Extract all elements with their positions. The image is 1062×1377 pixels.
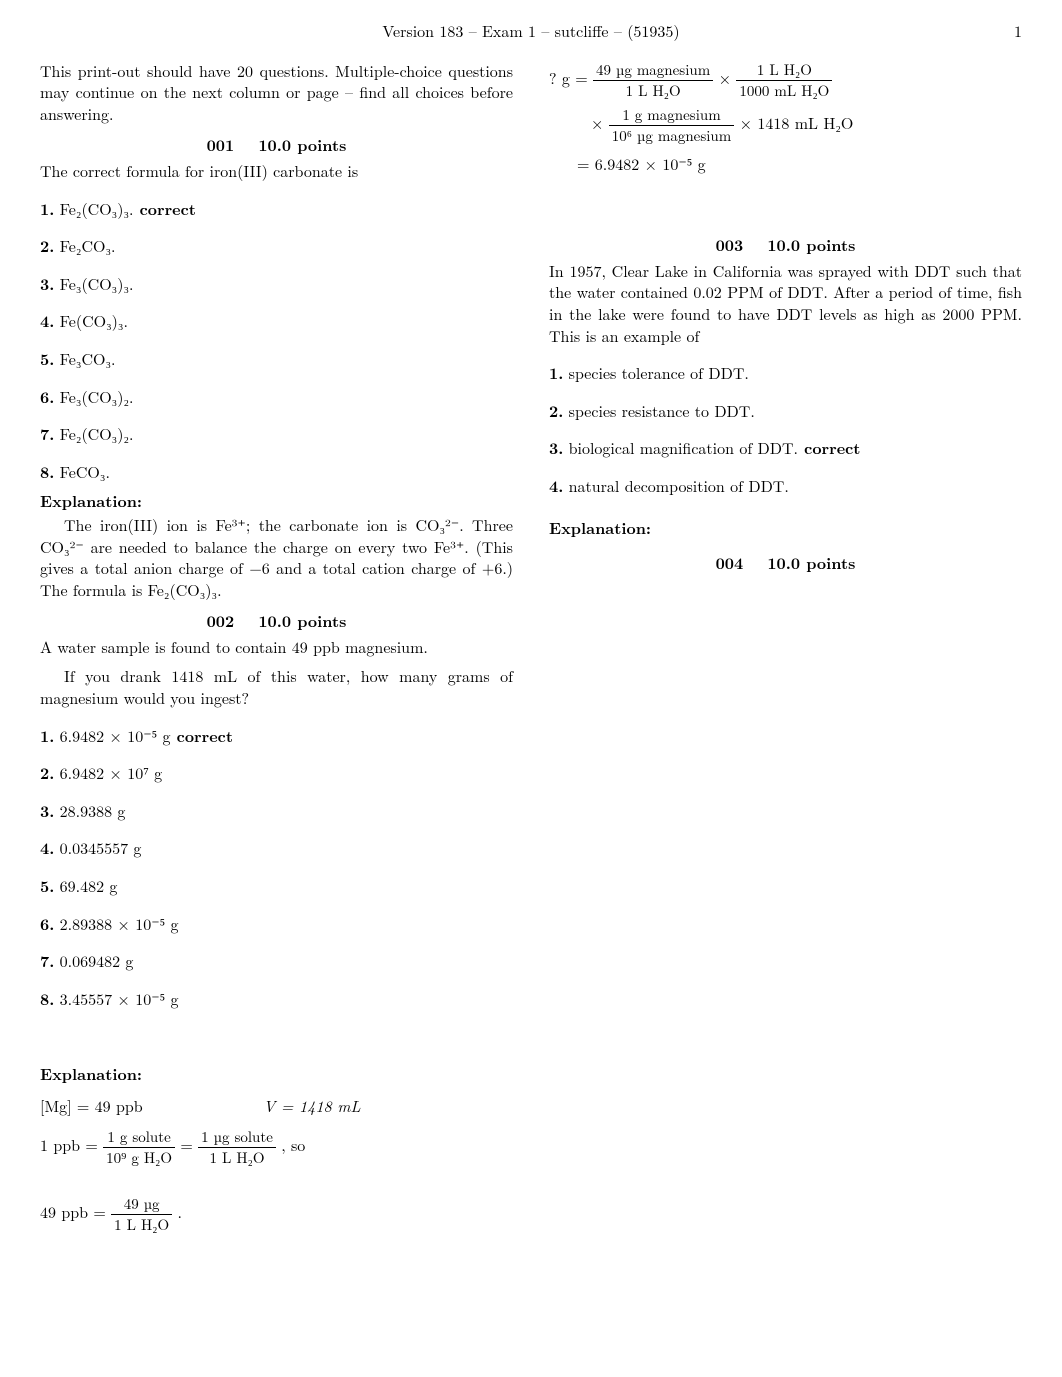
q002-choice-1: 1. 6.9482 × 10⁻⁵ g correct: [64, 725, 513, 747]
q002-choice-3: 3. 28.9388 g: [64, 800, 513, 822]
q003-choice-2: 2. species resistance to DDT.: [573, 400, 1022, 422]
q004-points: 10.0 points: [767, 551, 855, 574]
q002-choice-4: 4. 0.0345557 g: [64, 837, 513, 859]
q004-number: 004: [716, 551, 744, 574]
q002-prompt-2: If you drank 1418 mL of this water, how …: [40, 665, 513, 708]
q004-header: 004 10.0 points: [549, 552, 1022, 574]
q002-ppb-def: 1 ppb = 1 g solute10⁹ g H₂O = 1 µg solut…: [40, 1127, 513, 1169]
q001-choice-6: 6. Fe₃(CO₃)₂.: [64, 386, 513, 408]
q002-choice-2: 2. 6.9482 × 10⁷ g: [64, 762, 513, 784]
q002-choice-5: 5. 69.482 g: [64, 875, 513, 897]
q002-choice-8: 8. 3.45557 × 10⁻⁵ g: [64, 988, 513, 1010]
q001-choice-3: 3. Fe₃(CO₃)₃.: [64, 273, 513, 295]
q001-prompt: The correct formula for iron(III) carbon…: [40, 160, 513, 182]
spacer-2: [549, 184, 1022, 224]
q002-ppb-49: 49 ppb = 49 µg1 L H₂O .: [40, 1194, 513, 1236]
page-number: 1: [1014, 20, 1022, 42]
q001-explanation-body: The iron(III) ion is Fe³⁺; the carbonate…: [40, 514, 513, 600]
q002-choice-6: 6. 2.89388 × 10⁻⁵ g: [64, 913, 513, 935]
q003-number: 003: [716, 233, 744, 256]
q003-choice-4: 4. natural decomposition of DDT.: [573, 475, 1022, 497]
header-text: Version 183 – Exam 1 – sutcliffe – (5193…: [382, 19, 679, 42]
q001-choice-2: 2. Fe₂CO₃.: [64, 235, 513, 257]
q003-header: 003 10.0 points: [549, 234, 1022, 256]
q002-points: 10.0 points: [258, 609, 346, 632]
content-columns: This print-out should have 20 questions.…: [40, 60, 1022, 1320]
q002-givens: [Mg] = 49 ppb V = 1418 mL: [40, 1095, 513, 1117]
q002-header: 002 10.0 points: [40, 610, 513, 632]
spacer: [40, 1017, 513, 1057]
q002-prompt-1: A water sample is found to contain 49 pp…: [40, 636, 513, 658]
q001-choice-5: 5. Fe₃CO₃.: [64, 348, 513, 370]
q003-choice-3: 3. biological magnification of DDT. corr…: [573, 437, 1022, 459]
q003-points: 10.0 points: [767, 233, 855, 256]
q002-choice-7: 7. 0.069482 g: [64, 950, 513, 972]
q002-result: = 6.9482 × 10⁻⁵ g: [549, 153, 1022, 175]
q001-choice-8: 8. FeCO₃.: [64, 461, 513, 483]
q002-explanation-heading: Explanation:: [40, 1063, 513, 1085]
q001-choice-7: 7. Fe₂(CO₃)₂.: [64, 423, 513, 445]
q002-number: 002: [207, 609, 235, 632]
q001-choice-1: 1. Fe₂(CO₃)₃. correct: [64, 198, 513, 220]
q001-choice-4: 4. Fe(CO₃)₃.: [64, 310, 513, 332]
q001-number: 001: [207, 133, 235, 156]
q001-header: 001 10.0 points: [40, 134, 513, 156]
q002-calc: ? g = 49 µg magnesium1 L H₂O × 1 L H₂O10…: [549, 60, 1022, 175]
page-header: Version 183 – Exam 1 – sutcliffe – (5193…: [40, 20, 1022, 42]
q003-prompt: In 1957, Clear Lake in California was sp…: [549, 260, 1022, 346]
q001-explanation-heading: Explanation:: [40, 490, 513, 512]
intro-paragraph: This print-out should have 20 questions.…: [40, 60, 513, 125]
q001-points: 10.0 points: [258, 133, 346, 156]
q003-choice-1: 1. species tolerance of DDT.: [573, 362, 1022, 384]
q003-explanation-heading: Explanation:: [549, 517, 1022, 539]
